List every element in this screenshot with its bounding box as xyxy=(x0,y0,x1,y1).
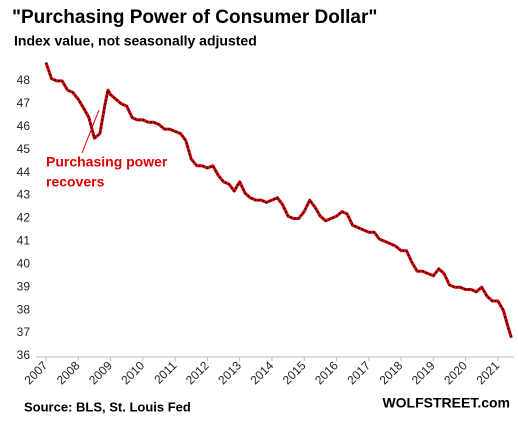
y-tick-label: 43 xyxy=(17,188,31,202)
y-tick-label: 39 xyxy=(17,279,31,293)
y-tick-label: 48 xyxy=(17,73,31,87)
x-tick-label: 2007 xyxy=(22,358,51,387)
x-tick-label: 2019 xyxy=(409,358,438,387)
x-tick-label: 2018 xyxy=(377,358,406,387)
y-tick-label: 47 xyxy=(17,96,31,110)
annotation-arrow xyxy=(81,109,100,154)
x-tick-label: 2012 xyxy=(183,358,212,387)
x-tick-label: 2014 xyxy=(248,358,277,387)
y-tick-label: 42 xyxy=(17,211,31,225)
y-tick-label: 44 xyxy=(17,165,31,179)
x-tick-label: 2020 xyxy=(441,358,470,387)
x-tick-label: 2017 xyxy=(344,358,373,387)
y-tick-label: 45 xyxy=(17,142,31,156)
annotation: Purchasing power xyxy=(46,154,168,170)
line-markers xyxy=(45,62,513,339)
annotation: recovers xyxy=(46,174,105,190)
y-tick-label: 46 xyxy=(17,119,31,133)
brand: WOLFSTREET.com xyxy=(382,395,510,411)
y-tick-label: 36 xyxy=(17,348,31,362)
line xyxy=(44,62,513,339)
y-tick-label: 38 xyxy=(17,302,31,316)
x-tick-label: 2021 xyxy=(473,358,502,387)
x-tick-label: 2016 xyxy=(312,358,341,387)
x-tick-label: 2008 xyxy=(54,358,83,387)
x-tick-label: 2015 xyxy=(280,358,309,387)
x-tick-label: 2010 xyxy=(118,358,147,387)
x-tick-label: 2011 xyxy=(151,358,179,386)
chart-title: "Purchasing Power of Consumer Dollar" xyxy=(12,7,377,28)
x-tick-label: 2009 xyxy=(86,358,115,387)
y-tick-label: 37 xyxy=(17,325,31,339)
x-tick-label: 2013 xyxy=(215,358,244,387)
y-tick-label: 41 xyxy=(17,234,31,248)
y-tick-label: 40 xyxy=(17,256,31,270)
source: Source: BLS, St. Louis Fed xyxy=(24,399,191,414)
chart-subtitle: Index value, not seasonally adjusted xyxy=(14,33,257,49)
